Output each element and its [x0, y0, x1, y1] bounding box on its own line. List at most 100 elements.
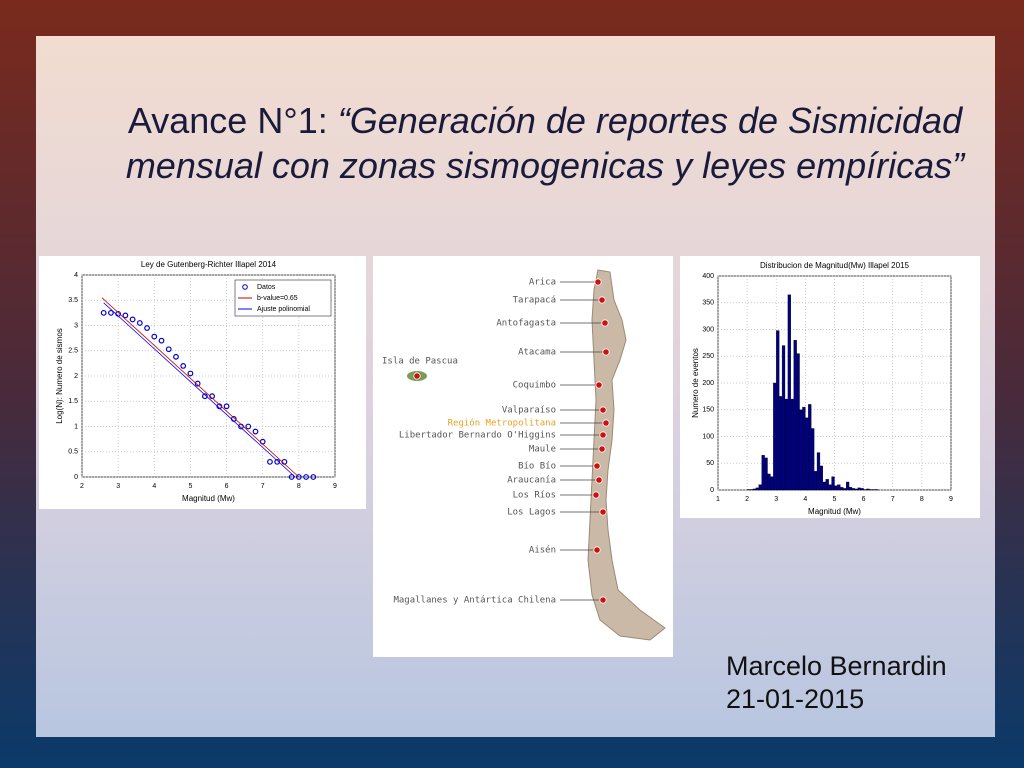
y-tick-label: 300: [702, 326, 714, 333]
y-tick-label: 1.5: [68, 398, 78, 405]
histogram-bar: [837, 484, 841, 491]
data-point: [129, 316, 136, 323]
region-label: Magallanes y Antártica Chilena: [393, 596, 556, 606]
map: Arica Tarapacá Antofagasta Atacama Coquimbo V…: [373, 256, 673, 657]
data-point: [252, 428, 259, 435]
histogram-bar: [776, 330, 780, 491]
region-dot: [599, 508, 607, 516]
legend-label: b-value=0.65: [257, 295, 298, 302]
x-tick-label: 5: [188, 483, 192, 490]
data-point: [122, 312, 129, 319]
histogram-bar: [831, 476, 835, 491]
region-label: Los Ríos: [513, 491, 556, 501]
data-point: [180, 363, 187, 369]
y-tick-label: 2: [74, 373, 78, 380]
data-point: [310, 474, 317, 480]
x-tick-label: 8: [920, 496, 924, 503]
y-tick-label: 0.5: [68, 449, 78, 456]
region-dot: [594, 278, 602, 286]
y-tick-label: 50: [706, 460, 714, 467]
histogram-bar: [784, 398, 789, 491]
data-point: [144, 325, 150, 331]
data-point: [187, 370, 194, 377]
data-point: [267, 458, 273, 465]
region-dot: [598, 296, 606, 304]
histogram-bar: [781, 345, 786, 491]
histogram-bar: [758, 484, 762, 491]
data-point: [288, 474, 295, 480]
region-dot: [592, 491, 600, 499]
histogram-bar: [755, 487, 759, 491]
region-label: Coquimbo: [513, 381, 556, 391]
histogram-bar: [851, 488, 856, 491]
histogram-bar: [779, 396, 783, 491]
histogram-bar: [854, 488, 858, 491]
region-dot: [599, 406, 607, 414]
histogram-bar: [764, 457, 768, 491]
x-tick-label: 3: [774, 496, 778, 503]
y-tick-label: 0: [74, 474, 78, 481]
region-label: Aisén: [529, 545, 556, 556]
histogram-bar: [746, 489, 751, 491]
region-label: Valparaíso: [502, 406, 556, 416]
histogram-bar: [863, 489, 867, 491]
histogram-bar: [808, 404, 812, 491]
region-dot: [413, 372, 421, 380]
histogram-bar: [869, 489, 873, 491]
x-tick-label: 6: [225, 483, 229, 490]
y-tick-label: 250: [702, 353, 714, 360]
histogram-bar: [749, 489, 754, 491]
legend-label: Datos: [257, 284, 276, 291]
histogram-bar: [787, 294, 791, 491]
histogram-bar: [752, 488, 757, 491]
histogram-bar: [825, 479, 829, 491]
x-tick-label: 2: [745, 496, 749, 503]
y-tick-label: 100: [702, 433, 714, 440]
histogram-bar: [761, 455, 765, 491]
histogram-bar: [834, 485, 838, 491]
region-dot: [593, 546, 601, 554]
histogram-bar: [773, 382, 777, 491]
y-tick-label: 4: [74, 272, 78, 279]
y-axis-label: Numero de eventos: [691, 348, 700, 418]
region-label: Isla de Pascua: [382, 357, 458, 367]
y-tick-label: 3.5: [68, 297, 78, 304]
histogram-bar: [846, 481, 850, 491]
legend-swatch: [242, 284, 248, 290]
region-label: Antofagasta: [496, 319, 556, 329]
histogram-bar: [811, 428, 815, 491]
histogram-bar: [790, 398, 794, 491]
histogram-bar: [796, 353, 800, 491]
x-tick-label: 1: [716, 496, 720, 503]
data-point: [158, 337, 165, 344]
histogram-bar: [866, 488, 870, 491]
author-block: Marcelo Bernardin 21-01-2015: [726, 650, 947, 716]
region-dot: [598, 445, 606, 453]
region-dot: [602, 348, 610, 356]
date: 21-01-2015: [726, 684, 865, 714]
region-dot: [602, 419, 610, 427]
histogram-bar: [805, 417, 809, 491]
region-label: Maule: [529, 445, 556, 455]
y-axis-label: Log(N): Numero de sismos: [55, 328, 64, 424]
y-tick-label: 0: [710, 487, 714, 494]
data-point: [108, 309, 114, 316]
histogram-bar: [840, 487, 844, 491]
data-point: [165, 346, 172, 353]
title-italic: “Generación de reportes de Sismicidad me…: [125, 100, 965, 186]
histogram-bar: [860, 488, 864, 491]
x-tick-label: 4: [152, 483, 156, 490]
histogram-bar: [813, 471, 818, 491]
x-axis-label: Magnitud (Mw): [182, 494, 235, 503]
data-point: [136, 320, 143, 326]
legend-label: Ajuste polinomial: [257, 306, 310, 313]
histogram-bar: [875, 489, 879, 491]
region-label: Arica: [529, 278, 556, 288]
histogram-bar: [843, 488, 847, 491]
x-tick-label: 2: [80, 483, 84, 490]
chile-shape: [587, 269, 666, 641]
region-dot: [599, 596, 607, 604]
fit-line: [103, 302, 296, 478]
data-point: [173, 353, 179, 360]
